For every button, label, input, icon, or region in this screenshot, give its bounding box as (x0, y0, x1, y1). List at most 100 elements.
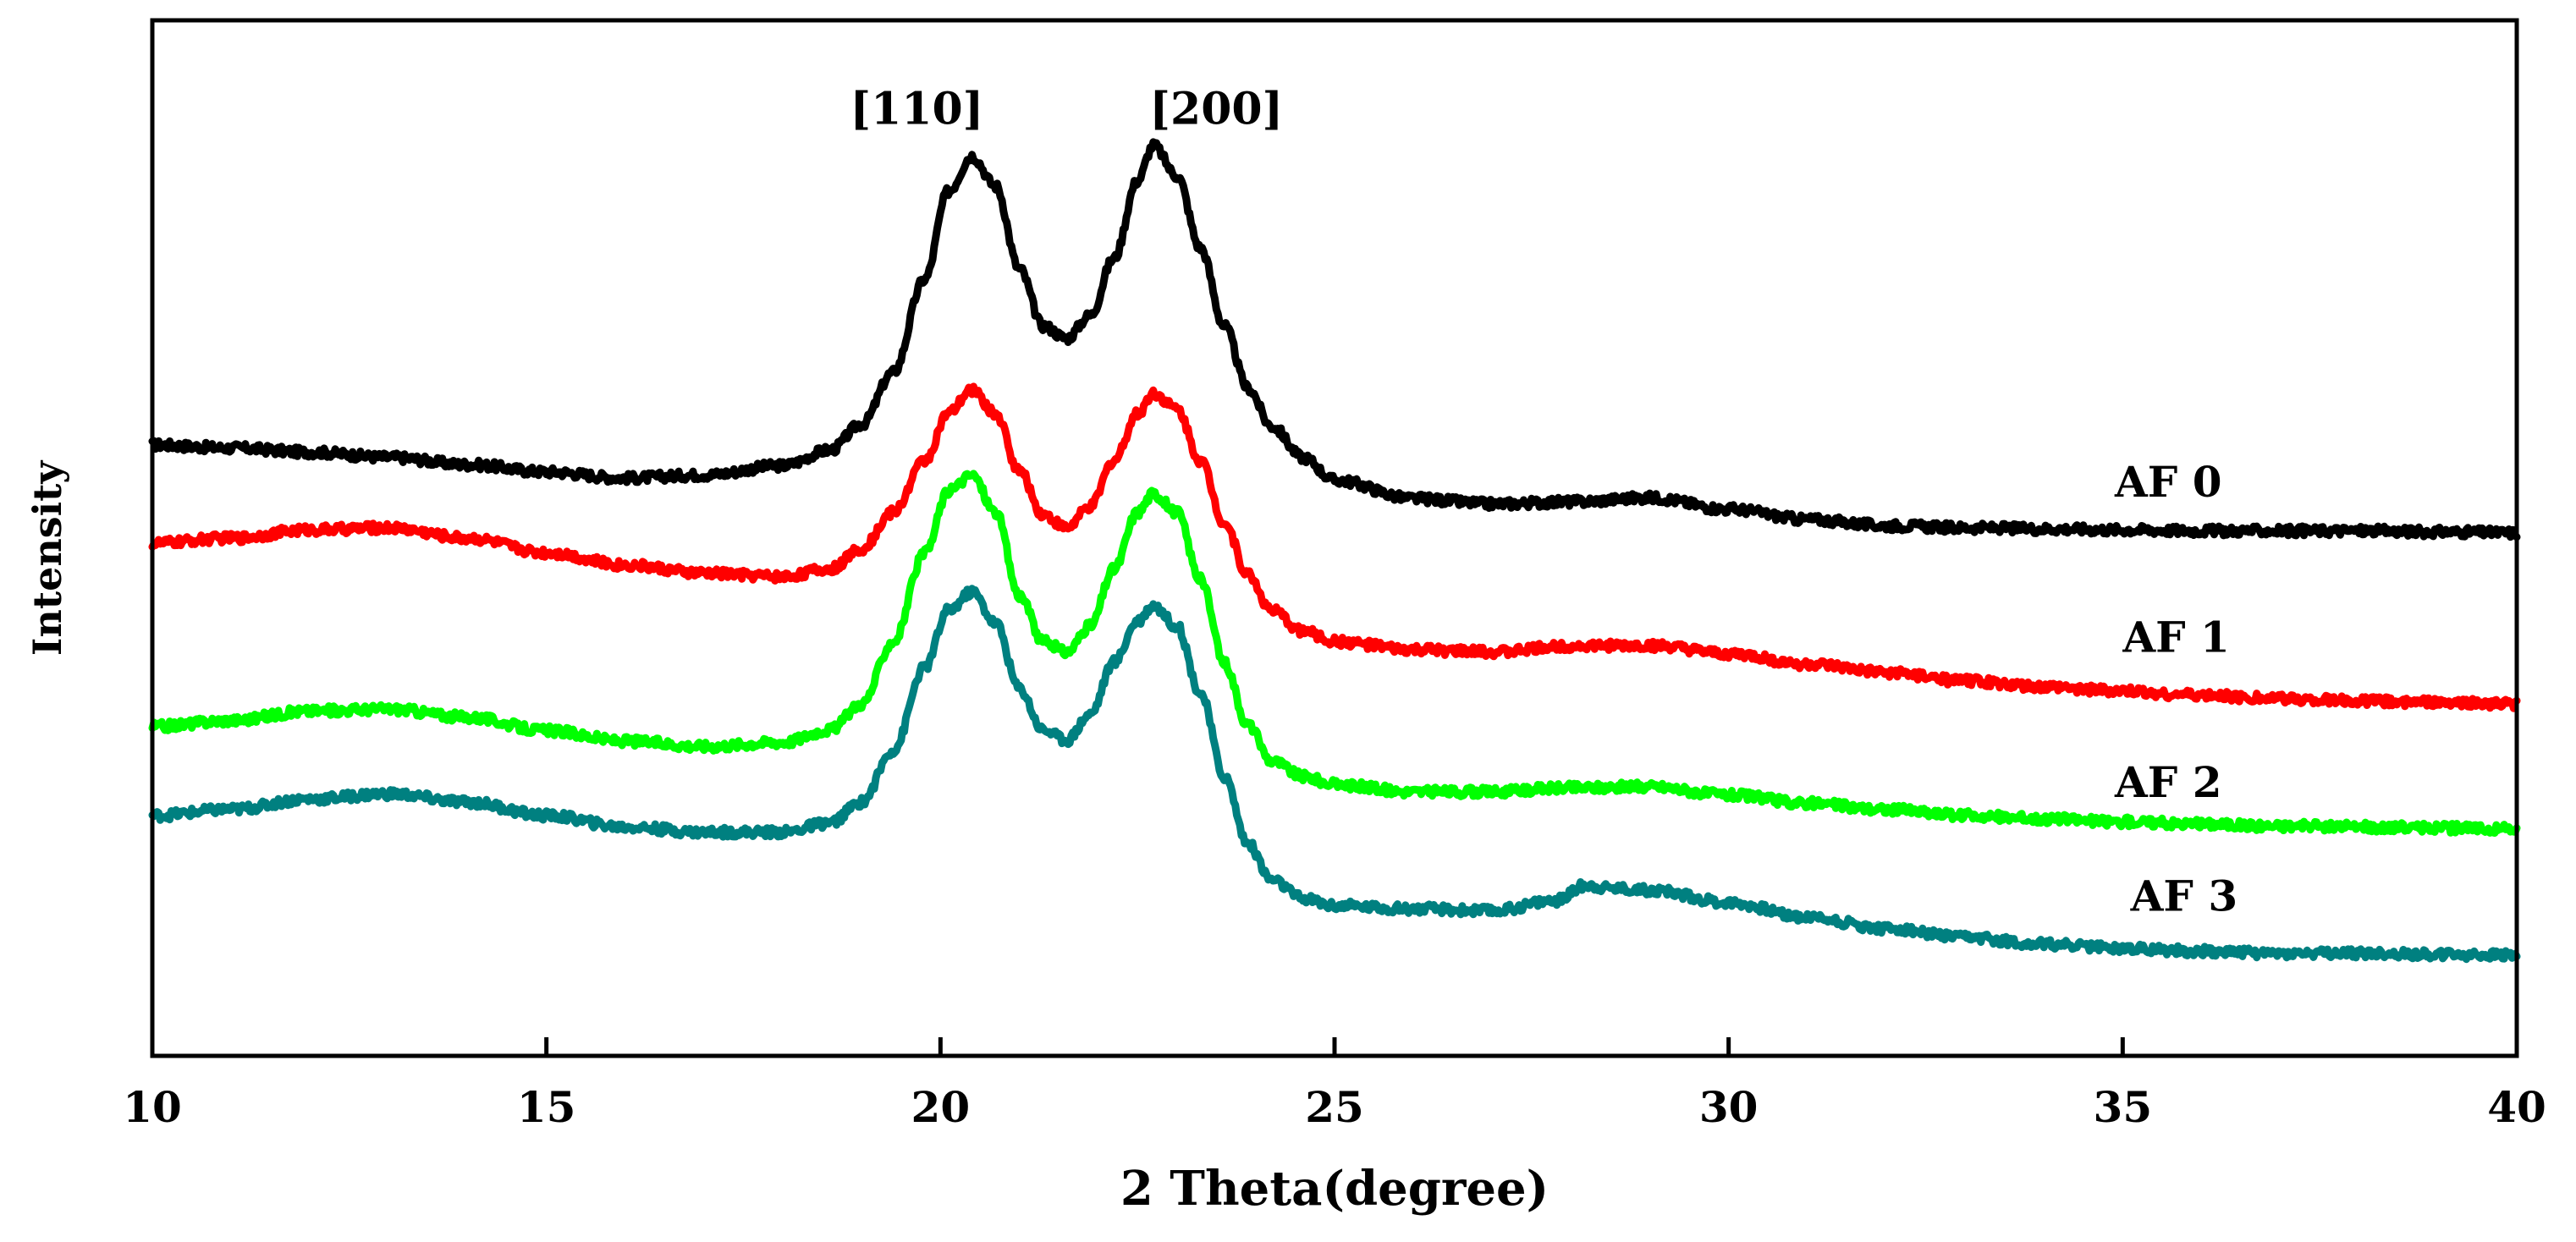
data-point (702, 571, 706, 575)
data-point (1088, 624, 1093, 628)
data-point (1301, 629, 1305, 634)
data-point (1963, 679, 1968, 683)
data-point (1884, 524, 1888, 528)
data-point (2278, 951, 2282, 955)
data-point (1065, 738, 1069, 742)
data-point (1884, 807, 1888, 811)
data-point (465, 715, 470, 719)
data-point (1088, 712, 1093, 717)
data-point (1333, 478, 1336, 482)
x-tick-label: 35 (2094, 1082, 2153, 1132)
data-point (1112, 660, 1116, 664)
data-point (1333, 640, 1336, 644)
x-axis-title: 2 Theta(degree) (1120, 1161, 1549, 1217)
data-point (1648, 784, 1652, 789)
x-tick-label: 10 (123, 1082, 182, 1132)
data-point (1136, 179, 1140, 183)
series-label: AF 3 (2130, 871, 2238, 921)
data-point (828, 728, 832, 732)
data-point (1017, 267, 1021, 271)
data-point (2121, 946, 2125, 950)
data-point (229, 807, 234, 811)
data-point (2357, 529, 2361, 533)
data-point (1151, 144, 1155, 148)
data-point (1884, 671, 1888, 675)
data-point (702, 830, 706, 834)
data-point (1112, 567, 1116, 571)
data-point (2199, 529, 2204, 533)
data-point (1726, 793, 1731, 797)
data-point (308, 797, 312, 801)
data-point (2357, 825, 2361, 829)
data-point (2042, 527, 2046, 530)
data-point (922, 666, 927, 669)
data-point (2121, 528, 2125, 532)
data-point (1065, 336, 1069, 340)
data-point (2357, 699, 2361, 703)
data-point (1805, 915, 1809, 919)
data-point (1151, 603, 1155, 607)
x-tick-label: 20 (911, 1082, 971, 1132)
data-point (1175, 624, 1179, 628)
series-label: AF 1 (2122, 613, 2230, 662)
data-point (544, 551, 548, 555)
data-point (1136, 618, 1140, 623)
series-line (148, 585, 2521, 964)
data-point (1490, 909, 1494, 913)
data-point (1490, 650, 1494, 654)
data-point (1884, 926, 1888, 931)
data-point (1175, 407, 1179, 410)
data-point (229, 536, 234, 540)
data-point (1017, 686, 1021, 690)
data-point (623, 476, 627, 480)
x-tick-label: 30 (1699, 1082, 1759, 1132)
data-point (387, 455, 391, 459)
data-point (1963, 814, 1968, 817)
data-point (544, 814, 548, 817)
data-point (1246, 386, 1250, 390)
data-point (1136, 510, 1140, 514)
data-point (2042, 816, 2046, 821)
data-point (1269, 877, 1274, 882)
data-point (970, 473, 974, 477)
data-point (2436, 953, 2440, 956)
data-point (1088, 505, 1093, 509)
data-point (994, 412, 998, 416)
series-label: AF 0 (2114, 457, 2222, 507)
data-point (946, 412, 950, 416)
data-point (387, 792, 391, 796)
data-point (860, 800, 864, 805)
data-point (465, 463, 470, 467)
data-point (1569, 644, 1573, 648)
data-point (1222, 324, 1226, 328)
data-point (1175, 510, 1179, 514)
data-point (891, 748, 895, 752)
data-point (308, 709, 312, 713)
data-point (1041, 728, 1045, 732)
data-point (994, 184, 998, 188)
data-point (891, 371, 895, 375)
data-point (2357, 951, 2361, 955)
data-point (994, 510, 998, 514)
data-point (2278, 529, 2282, 533)
series-af-3 (148, 585, 2521, 964)
data-point (1805, 801, 1809, 805)
data-point (1246, 572, 1250, 576)
data-point (781, 574, 785, 579)
data-point (946, 608, 950, 613)
data-point (2278, 696, 2282, 701)
data-point (922, 552, 927, 556)
x-tick-label: 40 (2487, 1082, 2546, 1132)
data-point (1246, 842, 1250, 846)
data-point (465, 536, 470, 540)
data-point (1648, 496, 1652, 500)
data-point (1041, 324, 1045, 328)
data-point (828, 821, 832, 825)
data-point (970, 154, 974, 158)
y-axis-title: Intensity (25, 460, 70, 657)
data-point (891, 640, 895, 644)
data-point (1412, 789, 1416, 794)
data-point (544, 728, 548, 733)
data-point (781, 464, 785, 468)
